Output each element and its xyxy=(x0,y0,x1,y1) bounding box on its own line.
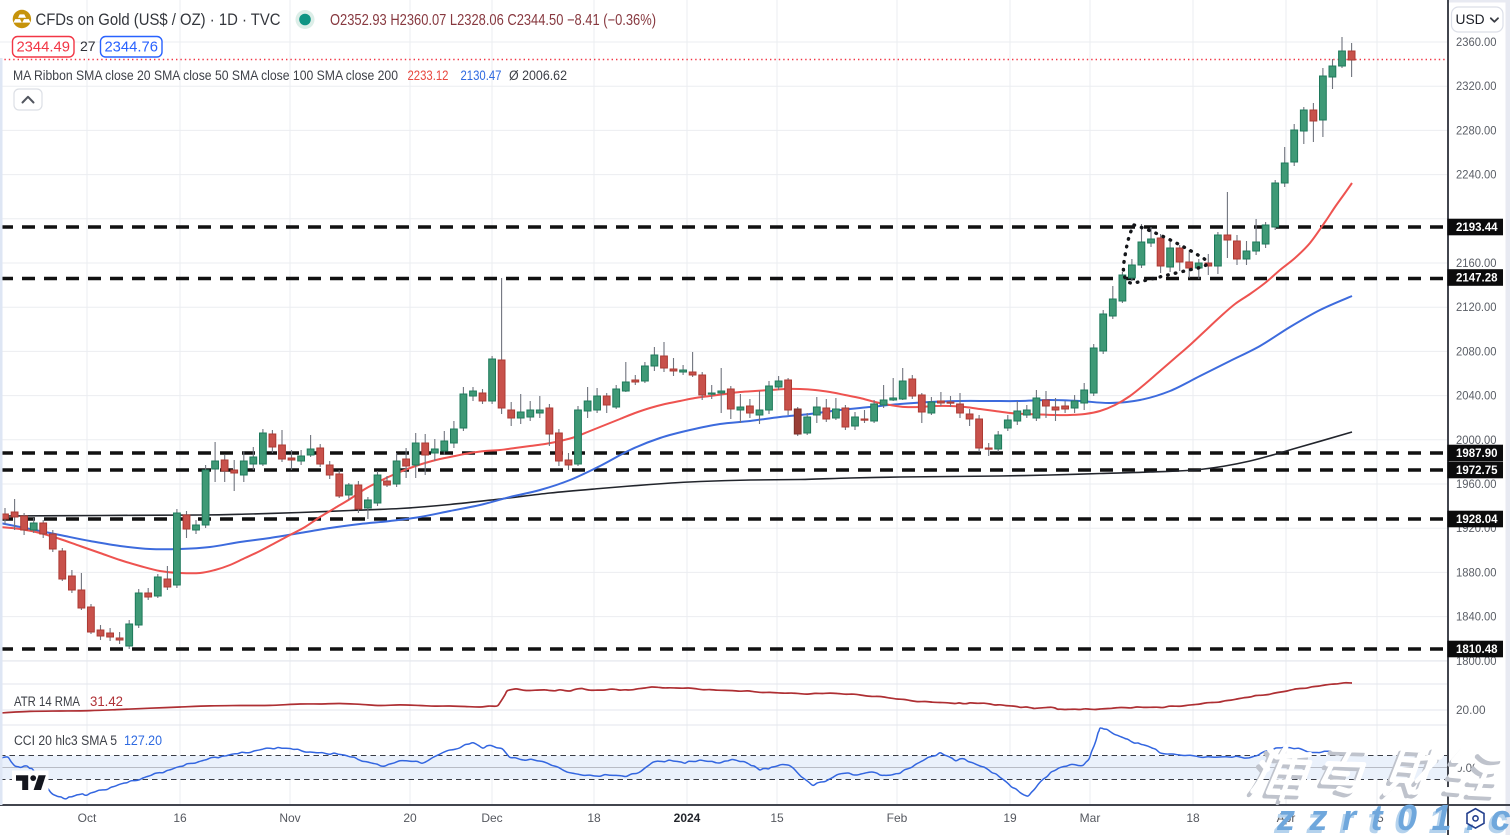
svg-text:20.00: 20.00 xyxy=(1456,705,1486,717)
svg-text:31.42: 31.42 xyxy=(90,694,123,709)
svg-text:zzrt01.cn: zzrt01.cn xyxy=(1273,800,1510,835)
svg-text:15: 15 xyxy=(1370,811,1384,825)
svg-text:1960.00: 1960.00 xyxy=(1456,479,1497,491)
svg-text:16: 16 xyxy=(173,811,187,825)
svg-text:18: 18 xyxy=(587,811,601,825)
svg-text:Apr: Apr xyxy=(1277,811,1296,825)
svg-text:1880.00: 1880.00 xyxy=(1456,567,1497,579)
svg-text:2024: 2024 xyxy=(674,811,701,825)
svg-text:2344.76: 2344.76 xyxy=(104,40,158,56)
svg-text:O2352.93 H2360.07 L2328.06 C23: O2352.93 H2360.07 L2328.06 C2344.50 −8.4… xyxy=(330,12,656,29)
svg-text:2360.00: 2360.00 xyxy=(1456,37,1497,49)
svg-text:2000.00: 2000.00 xyxy=(1456,435,1497,447)
svg-text:127.20: 127.20 xyxy=(124,733,162,748)
svg-text:2233.12: 2233.12 xyxy=(408,68,449,83)
svg-text:1810.48: 1810.48 xyxy=(1456,642,1498,656)
svg-text:1928.04: 1928.04 xyxy=(1456,512,1498,526)
svg-text:1972.75: 1972.75 xyxy=(1456,463,1498,477)
svg-text:Nov: Nov xyxy=(279,811,300,825)
svg-text:CCI 20 hlc3 SMA 5: CCI 20 hlc3 SMA 5 xyxy=(14,733,117,748)
svg-text:1987.90: 1987.90 xyxy=(1456,446,1498,460)
svg-text:Mar: Mar xyxy=(1080,811,1101,825)
svg-text:MA Ribbon SMA close 20 SMA clo: MA Ribbon SMA close 20 SMA close 50 SMA … xyxy=(13,68,398,83)
svg-text:2344.49: 2344.49 xyxy=(16,40,70,56)
svg-text:27: 27 xyxy=(80,38,96,54)
svg-text:USD: USD xyxy=(1456,12,1485,27)
svg-text:Feb: Feb xyxy=(887,811,908,825)
svg-text:ATR 14 RMA: ATR 14 RMA xyxy=(14,694,80,709)
svg-text:2080.00: 2080.00 xyxy=(1456,346,1497,358)
svg-text:Dec: Dec xyxy=(481,811,502,825)
svg-text:2130.47: 2130.47 xyxy=(461,68,502,83)
svg-text:2160.00: 2160.00 xyxy=(1456,258,1497,270)
svg-text:18: 18 xyxy=(1186,811,1200,825)
svg-text:19: 19 xyxy=(1003,811,1017,825)
svg-text:2320.00: 2320.00 xyxy=(1456,81,1497,93)
svg-text:1840.00: 1840.00 xyxy=(1456,612,1497,624)
svg-text:15: 15 xyxy=(770,811,784,825)
svg-text:2120.00: 2120.00 xyxy=(1456,302,1497,314)
svg-text:Oct: Oct xyxy=(78,811,97,825)
svg-text:2280.00: 2280.00 xyxy=(1456,125,1497,137)
svg-text:20: 20 xyxy=(403,811,417,825)
svg-text:2147.28: 2147.28 xyxy=(1456,271,1498,285)
svg-text:CFDs on Gold (US$ / OZ) · 1D ·: CFDs on Gold (US$ / OZ) · 1D · TVC xyxy=(36,10,281,29)
svg-text:2193.44: 2193.44 xyxy=(1456,220,1498,234)
svg-text:2240.00: 2240.00 xyxy=(1456,170,1497,182)
svg-text:zzrt01.cn: zzrt01.cn xyxy=(1276,797,1510,835)
svg-text:2040.00: 2040.00 xyxy=(1456,391,1497,403)
svg-text:Ø 2006.62: Ø 2006.62 xyxy=(509,68,567,83)
svg-text:1800.00: 1800.00 xyxy=(1456,656,1497,668)
